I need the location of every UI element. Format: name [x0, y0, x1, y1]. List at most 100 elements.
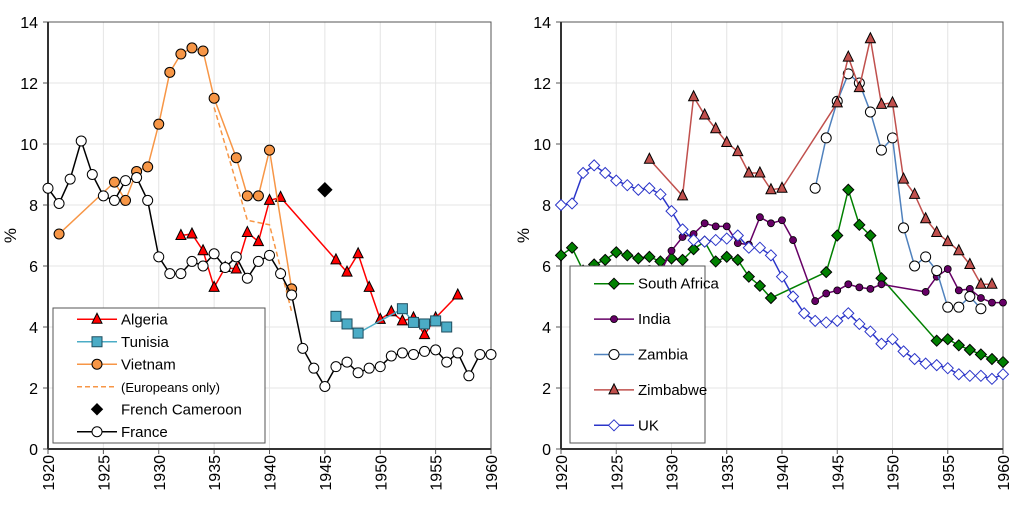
legend-marker	[90, 403, 104, 416]
data-point	[352, 367, 364, 379]
legend-label: Algeria	[121, 311, 168, 328]
data-point	[842, 183, 855, 196]
data-point	[621, 178, 634, 192]
legend-label: UK	[638, 417, 659, 434]
data-point	[731, 229, 745, 242]
y-tick-label: 6	[29, 259, 38, 276]
x-tick-label: 1950	[886, 455, 903, 491]
series-france	[42, 135, 497, 392]
legend-label: French Cameroon	[121, 401, 242, 418]
data-point	[120, 175, 132, 187]
data-point	[819, 265, 833, 279]
data-point	[974, 348, 988, 361]
data-point	[853, 218, 866, 232]
series-zimbabwe	[643, 31, 998, 289]
data-point	[241, 225, 254, 237]
data-point	[722, 222, 731, 231]
data-point	[975, 303, 987, 315]
data-point	[720, 232, 733, 245]
y-tick-label: 0	[542, 442, 551, 459]
x-tick-label: 1920	[41, 455, 58, 491]
data-point	[822, 289, 831, 298]
data-point	[341, 356, 353, 368]
data-point	[742, 241, 756, 254]
y-tick-label: 4	[29, 320, 38, 337]
data-point	[451, 287, 464, 300]
data-point	[676, 253, 689, 267]
series-europeans-only	[213, 107, 293, 312]
data-point	[952, 368, 966, 381]
data-point	[97, 190, 109, 202]
legend-item: (Europeans only)	[77, 380, 220, 395]
data-point	[864, 31, 877, 44]
data-point	[621, 249, 634, 262]
x-tick-label: 1955	[429, 455, 446, 491]
legend-marker	[610, 315, 618, 324]
data-point	[297, 342, 309, 354]
series-south-africa	[554, 183, 1010, 369]
data-point	[667, 246, 676, 255]
data-point	[319, 380, 331, 392]
data-point	[909, 260, 921, 272]
data-point	[42, 182, 54, 194]
data-point	[943, 265, 952, 273]
legend-label: France	[121, 424, 168, 441]
data-point	[920, 251, 932, 263]
data-point	[164, 268, 176, 280]
x-tick-label: 1950	[373, 455, 390, 491]
y-tick-label: 2	[29, 381, 38, 398]
data-point	[709, 233, 722, 247]
legend-label: Zambia	[638, 347, 689, 364]
data-point	[197, 260, 209, 272]
data-point	[875, 97, 888, 109]
x-tick-label: 1960	[996, 455, 1013, 491]
data-point	[186, 42, 198, 54]
data-point	[985, 352, 999, 366]
data-point	[743, 165, 755, 178]
legend-item: India	[594, 311, 671, 328]
data-point	[175, 48, 187, 60]
data-point	[142, 161, 154, 173]
data-point	[430, 315, 442, 327]
data-point	[778, 216, 786, 225]
legend-marker	[91, 312, 103, 324]
data-point	[952, 243, 965, 256]
data-point	[767, 219, 775, 228]
data-point	[789, 236, 797, 244]
data-point	[632, 252, 645, 265]
data-point	[186, 255, 198, 267]
x-tick-label: 1955	[941, 455, 958, 491]
data-point	[64, 173, 76, 185]
data-point	[463, 370, 475, 382]
data-point	[855, 283, 864, 292]
x-tick-label: 1920	[554, 455, 571, 491]
data-point	[919, 357, 932, 370]
data-point	[352, 246, 364, 259]
x-tick-label: 1945	[318, 455, 335, 491]
data-point	[554, 198, 568, 212]
legend-item: South Africa	[594, 276, 720, 293]
data-point	[996, 368, 1010, 381]
data-point	[230, 261, 243, 274]
series-line	[58, 47, 293, 289]
data-point	[363, 280, 375, 292]
data-point	[687, 243, 700, 256]
data-point	[230, 152, 242, 164]
data-point	[197, 243, 209, 256]
y-tick-label: 2	[542, 381, 551, 398]
data-point	[108, 194, 120, 206]
data-point	[756, 213, 764, 222]
data-point	[999, 298, 1007, 307]
data-point	[808, 314, 822, 328]
series-line	[814, 72, 982, 310]
legend-item: Zimbabwe	[594, 382, 707, 399]
data-point	[996, 355, 1010, 369]
data-point	[208, 92, 220, 104]
legend-item: French Cameroon	[90, 401, 242, 418]
data-point	[665, 204, 678, 218]
data-point	[886, 95, 899, 108]
data-point	[831, 314, 844, 328]
data-point	[632, 183, 645, 196]
data-point	[797, 307, 811, 320]
data-point	[963, 369, 977, 383]
